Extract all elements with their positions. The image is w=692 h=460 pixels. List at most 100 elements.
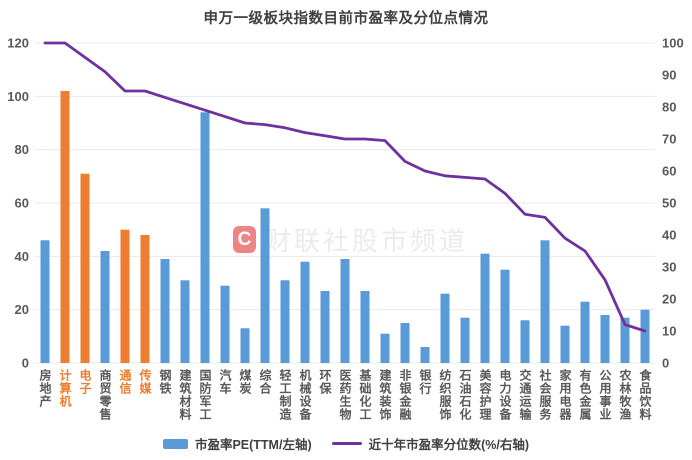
left-axis-tick: 0 xyxy=(22,356,29,371)
x-label-column: 银行 xyxy=(415,369,435,421)
right-axis-tick: 60 xyxy=(662,164,676,179)
right-axis-tick: 50 xyxy=(662,196,676,211)
watermark: C 财联社股市频道 xyxy=(233,221,468,258)
x-label-column: 医药生物 xyxy=(335,369,355,421)
pe-bar xyxy=(440,293,450,363)
category-label: 商贸零售 xyxy=(98,369,112,421)
category-label: 通信 xyxy=(118,369,132,395)
x-label-column: 汽车 xyxy=(215,369,235,421)
pe-bar xyxy=(520,320,530,363)
category-label: 非银金融 xyxy=(398,369,412,421)
pe-bar xyxy=(600,315,610,363)
pe-bar xyxy=(300,261,310,363)
category-label: 综合 xyxy=(258,369,272,395)
x-label-column: 非银金融 xyxy=(395,369,415,421)
category-label: 传媒 xyxy=(138,369,152,395)
category-label: 建筑材料 xyxy=(178,369,192,421)
category-label: 食品饮料 xyxy=(638,369,652,421)
right-axis-tick: 90 xyxy=(662,68,676,83)
right-axis-tick: 100 xyxy=(662,36,684,51)
x-label-column: 基础化工 xyxy=(355,369,375,421)
x-label-column: 煤炭 xyxy=(235,369,255,421)
category-label: 家用电器 xyxy=(558,369,572,421)
category-label: 机械设备 xyxy=(298,369,312,421)
pe-bar xyxy=(320,291,330,363)
category-label: 煤炭 xyxy=(238,369,252,395)
x-label-column: 有色金属 xyxy=(575,369,595,421)
category-label: 有色金属 xyxy=(578,369,592,421)
pe-bar xyxy=(640,309,650,363)
percentile-line xyxy=(43,41,647,333)
x-label-column: 机械设备 xyxy=(295,369,315,421)
category-label: 轻工制造 xyxy=(278,369,292,421)
left-axis-tick: 80 xyxy=(15,142,29,157)
pe-bar xyxy=(260,208,270,363)
category-label: 房地产 xyxy=(38,369,52,408)
pe-bar xyxy=(580,301,590,363)
legend-bar-label: 市盈率PE(TTM/左轴) xyxy=(194,438,312,452)
x-label-column: 通信 xyxy=(115,369,135,421)
category-label: 环保 xyxy=(318,369,332,395)
right-axis-tick: 30 xyxy=(662,260,676,275)
category-label: 国防军工 xyxy=(198,369,212,421)
legend-bar-swatch xyxy=(162,438,188,449)
x-label-column: 传媒 xyxy=(135,369,155,421)
chart-title: 申万一级板块指数目前市盈率及分位点情况 xyxy=(203,11,489,27)
x-label-column: 美容护理 xyxy=(475,369,495,421)
left-axis-tick: 60 xyxy=(15,196,29,211)
x-label-column: 钢铁 xyxy=(155,369,175,421)
x-label-column: 食品饮料 xyxy=(635,369,655,421)
x-label-column: 石油石化 xyxy=(455,369,475,421)
right-axis-tick: 10 xyxy=(662,324,676,339)
pe-bar xyxy=(360,291,370,363)
x-label-column: 计算机 xyxy=(55,369,75,421)
x-label-column: 房地产 xyxy=(35,369,55,421)
pe-bar xyxy=(180,280,190,363)
left-axis-tick: 120 xyxy=(7,36,29,51)
pe-bar xyxy=(140,235,150,363)
x-label-column: 电子 xyxy=(75,369,95,421)
x-label-column: 综合 xyxy=(255,369,275,421)
category-label: 钢铁 xyxy=(158,369,172,395)
pe-bar xyxy=(160,259,170,363)
pe-bar xyxy=(60,91,70,363)
category-label: 社会服务 xyxy=(538,369,552,421)
pe-bar xyxy=(40,240,50,363)
pe-bar xyxy=(540,240,550,363)
pe-bar xyxy=(100,251,110,363)
left-axis-tick: 40 xyxy=(15,249,29,264)
right-axis-tick: 80 xyxy=(662,100,676,115)
pe-bar xyxy=(620,317,630,363)
pe-bar xyxy=(200,112,210,363)
x-label-column: 建筑装饰 xyxy=(375,369,395,421)
x-label-column: 建筑材料 xyxy=(175,369,195,421)
category-label: 建筑装饰 xyxy=(378,369,392,421)
pe-bar xyxy=(220,285,230,363)
x-label-column: 公用事业 xyxy=(595,369,615,421)
pe-bar xyxy=(480,253,490,363)
category-label: 计算机 xyxy=(58,369,72,408)
pe-bar xyxy=(240,328,250,363)
pe-bar xyxy=(560,325,570,363)
category-label: 公用事业 xyxy=(598,369,612,421)
pe-bar xyxy=(380,333,390,363)
legend-line-label: 近十年市盈率分位数(%/右轴) xyxy=(368,438,530,452)
pe-bar xyxy=(500,269,510,363)
x-label-column: 社会服务 xyxy=(535,369,555,421)
pe-bar xyxy=(120,229,130,363)
x-label-column: 电力设备 xyxy=(495,369,515,421)
category-label: 医药生物 xyxy=(338,369,352,421)
category-label: 电力设备 xyxy=(498,369,512,421)
x-label-column: 国防军工 xyxy=(195,369,215,421)
pe-bar xyxy=(340,259,350,363)
pe-bar xyxy=(460,317,470,363)
x-label-column: 商贸零售 xyxy=(95,369,115,421)
x-axis-labels: 房地产 计算机 电子 商贸零售 通信 传媒 钢铁 建筑材料 国防军工 汽车 煤炭 综合 轻工制造 机械设备… xyxy=(35,369,655,421)
x-label-column: 轻工制造 xyxy=(275,369,295,421)
category-label: 电子 xyxy=(78,369,92,395)
category-label: 美容护理 xyxy=(478,369,492,421)
watermark-text: 财联社股市频道 xyxy=(265,226,469,256)
pe-bar xyxy=(400,323,410,363)
